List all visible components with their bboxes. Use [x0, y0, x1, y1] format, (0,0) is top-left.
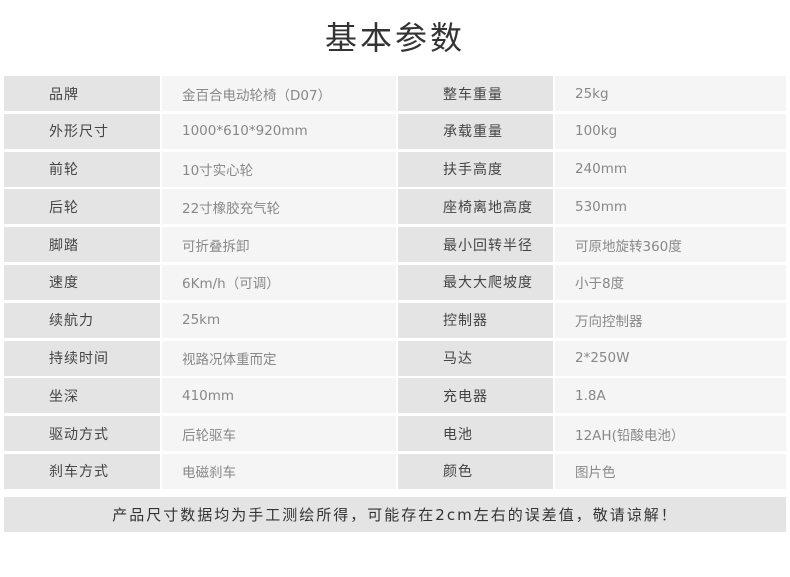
spec-value: 530mm	[555, 189, 786, 225]
spec-label: 外形尺寸	[4, 113, 160, 149]
spec-label: 持续时间	[4, 340, 160, 376]
spec-label: 坐深	[4, 378, 160, 414]
spec-value: 后轮驱车	[162, 416, 396, 452]
spec-label: 电池	[398, 416, 553, 452]
table-row: 脚踏 可折叠拆卸 最小回转半径 可原地旋转360度	[4, 227, 786, 263]
spec-label: 扶手高度	[398, 151, 553, 187]
spec-value: 240mm	[555, 151, 786, 187]
table-row: 刹车方式 电磁刹车 颜色 图片色	[4, 453, 786, 489]
spec-value: 可折叠拆卸	[162, 227, 396, 263]
spec-value: 图片色	[555, 453, 786, 489]
spec-label: 刹车方式	[4, 453, 160, 489]
spec-value: 可原地旋转360度	[555, 227, 786, 263]
table-row: 品牌 金百合电动轮椅（D07） 整车重量 25kg	[4, 76, 786, 111]
table-row: 持续时间 视路况体重而定 马达 2*250W	[4, 340, 786, 376]
spec-label: 最大大爬坡度	[398, 264, 553, 300]
spec-table: 品牌 金百合电动轮椅（D07） 整车重量 25kg 外形尺寸 1000*610*920m…	[4, 76, 786, 492]
spec-value: 万向控制器	[555, 302, 786, 338]
table-row: 前轮 10寸实心轮 扶手高度 240mm	[4, 151, 786, 187]
spec-value: 25km	[162, 302, 396, 338]
spec-label: 颜色	[398, 453, 553, 489]
spec-value: 视路况体重而定	[162, 340, 396, 376]
spec-value: 2*250W	[555, 340, 786, 376]
page-title: 基本参数	[324, 19, 465, 57]
spec-value: 电磁刹车	[162, 453, 396, 489]
spec-value: 100kg	[555, 113, 786, 149]
spec-label: 后轮	[4, 189, 160, 225]
spec-value: 25kg	[555, 76, 786, 111]
spec-label: 前轮	[4, 151, 160, 187]
spec-label: 驱动方式	[4, 416, 160, 452]
spec-label: 品牌	[4, 76, 160, 111]
spec-value: 410mm	[162, 378, 396, 414]
table-row: 驱动方式 后轮驱车 电池 12AH(铅酸电池）	[4, 416, 786, 452]
spec-value: 1.8A	[555, 378, 786, 414]
table-row: 后轮 22寸橡胶充气轮 座椅离地高度 530mm	[4, 189, 786, 225]
spec-label: 承载重量	[398, 113, 553, 149]
table-row: 速度 6Km/h（可调） 最大大爬坡度 小于8度	[4, 264, 786, 300]
spec-value: 12AH(铅酸电池）	[555, 416, 786, 452]
spec-label: 速度	[4, 264, 160, 300]
spec-value: 22寸橡胶充气轮	[162, 189, 396, 225]
spec-label: 整车重量	[398, 76, 553, 111]
spec-label: 座椅离地高度	[398, 189, 553, 225]
table-row: 续航力 25km 控制器 万向控制器	[4, 302, 786, 338]
table-row: 坐深 410mm 充电器 1.8A	[4, 378, 786, 414]
spec-label: 控制器	[398, 302, 553, 338]
disclaimer-note: 产品尺寸数据均为手工测绘所得，可能存在2cm左右的误差值，敬请谅解！	[4, 497, 786, 532]
spec-value: 金百合电动轮椅（D07）	[162, 76, 396, 111]
spec-label: 马达	[398, 340, 553, 376]
spec-value: 10寸实心轮	[162, 151, 396, 187]
spec-label: 最小回转半径	[398, 227, 553, 263]
spec-label: 充电器	[398, 378, 553, 414]
spec-value: 小于8度	[555, 264, 786, 300]
table-row: 外形尺寸 1000*610*920mm 承载重量 100kg	[4, 113, 786, 149]
spec-label: 续航力	[4, 302, 160, 338]
spec-value: 6Km/h（可调）	[162, 264, 396, 300]
spec-label: 脚踏	[4, 227, 160, 263]
spec-value: 1000*610*920mm	[162, 113, 396, 149]
